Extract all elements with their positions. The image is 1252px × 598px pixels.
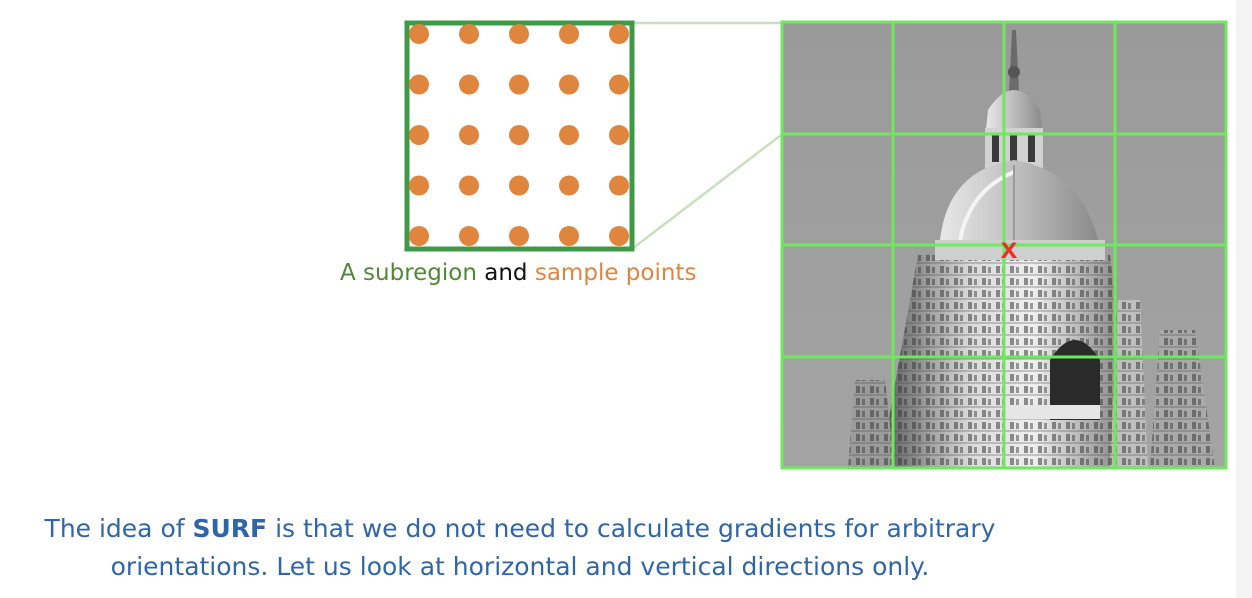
sample-point (609, 125, 629, 145)
sample-point (409, 24, 429, 44)
arched-window (1050, 340, 1100, 420)
sample-point (409, 74, 429, 95)
caption-sample-points: sample points (534, 260, 697, 286)
sample-point (609, 74, 629, 95)
sample-point (509, 226, 529, 246)
sample-point (459, 74, 479, 95)
balcony (1005, 405, 1100, 419)
right-turret-detail (1110, 300, 1148, 468)
main-dome (940, 160, 1098, 240)
sample-point (409, 226, 429, 246)
sample-point (609, 24, 629, 44)
left-turret-detail (848, 380, 895, 468)
sample-point (509, 24, 529, 44)
sample-point (459, 24, 479, 44)
sample-point (459, 125, 479, 145)
caption-and: and (484, 260, 528, 286)
explanation-line-2: orientations. Let us look at horizontal … (110, 552, 930, 581)
dome-highlight (958, 170, 1015, 241)
tower-cornice (935, 240, 1105, 260)
line1-suffix: is that we do not need to calculate grad… (267, 514, 996, 543)
far-right-detail (1150, 330, 1215, 468)
sample-point (509, 125, 529, 145)
spire-orb (1008, 66, 1020, 78)
sample-point (609, 175, 629, 196)
surf-term: SURF (192, 514, 268, 543)
right-edge-strip (1236, 0, 1252, 598)
lantern-window-2 (1010, 134, 1017, 162)
lantern-window-1 (992, 134, 999, 162)
sample-point (559, 74, 579, 95)
sample-point (409, 175, 429, 196)
connector-bottom-line (631, 131, 786, 250)
sample-point (559, 175, 579, 196)
sample-point (559, 24, 579, 44)
sample-points (409, 24, 629, 246)
connector-lines (631, 21, 786, 250)
sample-point (559, 125, 579, 145)
caption-subregion: A subregion (340, 260, 477, 286)
sample-point (459, 226, 479, 246)
subregion-caption: A subregion and sample points (340, 258, 740, 288)
subregion (404, 20, 635, 252)
sample-point (509, 175, 529, 196)
sample-point (609, 226, 629, 246)
lantern-dome (986, 90, 1042, 130)
sample-point (409, 125, 429, 145)
keypoint-marker: x (1001, 232, 1018, 265)
explanation-text: The idea of SURF is that we do not need … (0, 510, 1040, 586)
explanation-line-1: The idea of SURF is that we do not need … (0, 510, 1040, 548)
sample-point (509, 74, 529, 95)
image-grid (780, 20, 1228, 470)
sample-point (459, 175, 479, 196)
line1-prefix: The idea of (44, 514, 193, 543)
lantern-window-3 (1028, 134, 1035, 162)
sample-point (559, 226, 579, 246)
